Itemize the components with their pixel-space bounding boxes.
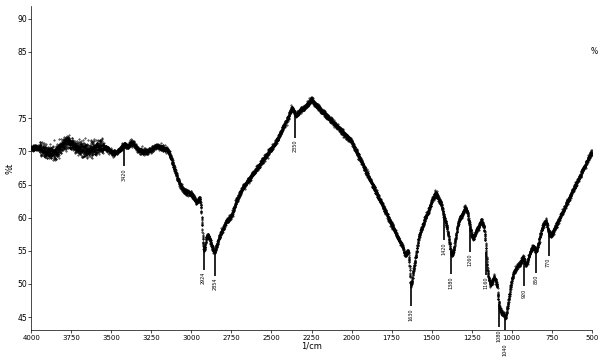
Text: %: % xyxy=(591,48,598,57)
Text: 850: 850 xyxy=(533,275,538,284)
Text: 1630: 1630 xyxy=(408,309,413,321)
Text: 1040: 1040 xyxy=(503,344,508,356)
Text: 770: 770 xyxy=(546,258,551,267)
Y-axis label: %t: %t xyxy=(5,162,14,174)
Text: 1260: 1260 xyxy=(467,253,472,266)
Text: 1380: 1380 xyxy=(448,276,454,289)
Text: 2924: 2924 xyxy=(201,272,206,284)
Text: 920: 920 xyxy=(522,288,527,297)
Text: 3420: 3420 xyxy=(121,168,127,181)
Text: 1420: 1420 xyxy=(442,242,447,255)
X-axis label: 1/cm: 1/cm xyxy=(301,342,322,351)
Text: 1160: 1160 xyxy=(484,277,489,289)
Text: 2350: 2350 xyxy=(293,140,298,152)
Text: 1080: 1080 xyxy=(496,329,501,342)
Text: 2854: 2854 xyxy=(212,278,217,290)
